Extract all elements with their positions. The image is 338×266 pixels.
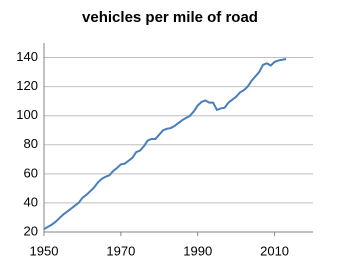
y-tick-label: 20	[24, 223, 38, 238]
x-tick-label: 1950	[30, 243, 59, 258]
y-tick-label: 40	[24, 194, 38, 209]
x-tick-label: 1990	[183, 243, 212, 258]
y-tick-label: 140	[16, 49, 38, 64]
y-tick-label: 100	[16, 107, 38, 122]
x-tick-label: 2010	[260, 243, 289, 258]
x-tick-label: 1970	[106, 243, 135, 258]
y-tick-label: 60	[24, 165, 38, 180]
y-tick-label: 120	[16, 78, 38, 93]
chart-title: vehicles per mile of road	[82, 9, 258, 26]
data-line	[43, 58, 287, 230]
y-tick-label: 80	[24, 136, 38, 151]
